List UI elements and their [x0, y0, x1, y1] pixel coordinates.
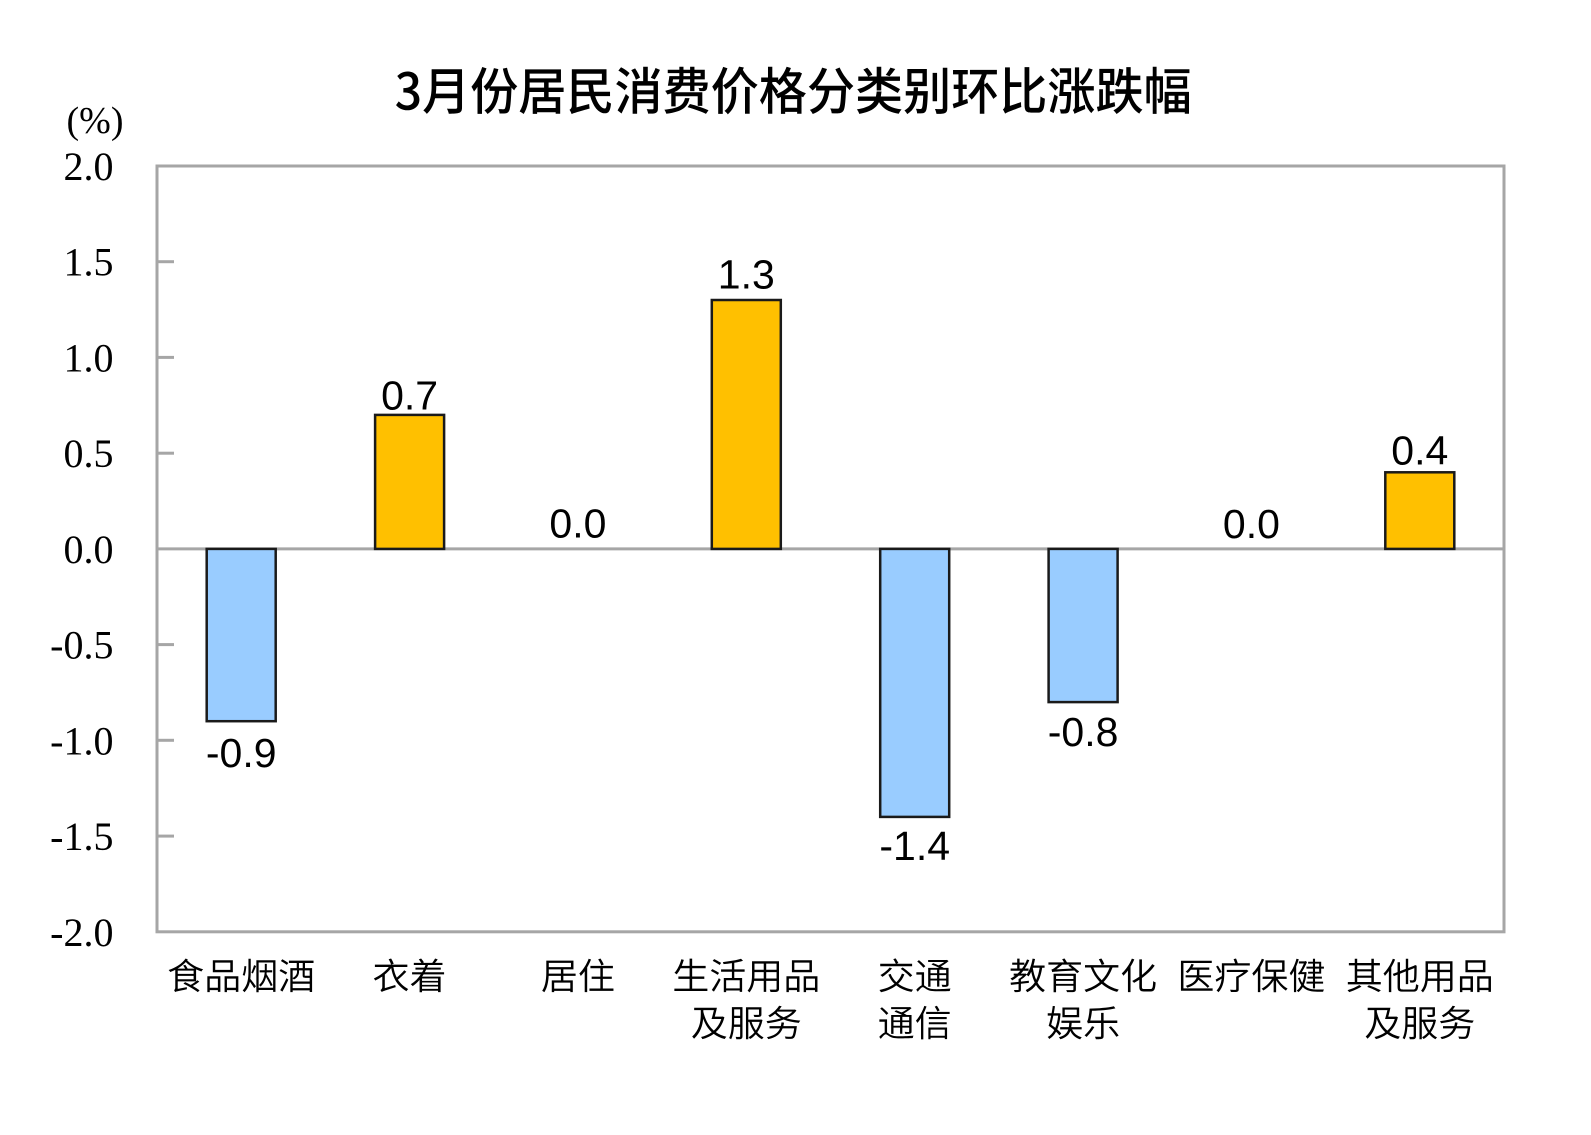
svg-text:(%): (%)	[67, 100, 124, 142]
svg-text:-1.0: -1.0	[50, 718, 113, 763]
svg-text:-1.5: -1.5	[50, 814, 113, 859]
svg-text:-0.5: -0.5	[50, 623, 113, 668]
svg-text:1.3: 1.3	[718, 252, 775, 298]
svg-text:0.7: 0.7	[381, 373, 438, 419]
svg-text:-1.4: -1.4	[879, 823, 950, 869]
svg-text:1.0: 1.0	[64, 335, 114, 380]
svg-text:0.0: 0.0	[1223, 501, 1280, 547]
svg-text:0.4: 0.4	[1391, 428, 1448, 474]
svg-text:2.0: 2.0	[64, 144, 114, 189]
svg-text:1.5: 1.5	[64, 240, 114, 285]
svg-text:-0.8: -0.8	[1048, 709, 1119, 755]
svg-text:-0.9: -0.9	[206, 730, 277, 776]
svg-text:0.0: 0.0	[549, 501, 606, 547]
svg-text:0.0: 0.0	[64, 527, 114, 572]
svg-text:0.5: 0.5	[64, 431, 114, 476]
svg-text:-2.0: -2.0	[50, 910, 113, 955]
